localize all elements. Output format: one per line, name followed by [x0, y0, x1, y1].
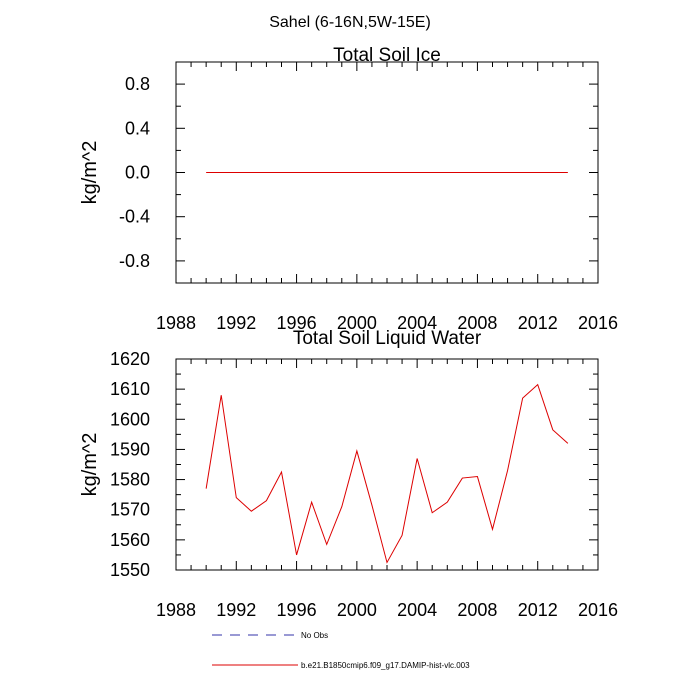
x-tick-label: 1988 — [156, 600, 196, 620]
x-tick-label: 2016 — [578, 313, 618, 333]
y-tick-label: -0.8 — [119, 251, 150, 271]
x-tick-label: 1992 — [216, 313, 256, 333]
y-tick-label: -0.4 — [119, 207, 150, 227]
x-tick-label: 2016 — [578, 600, 618, 620]
panel-ice: Total Soil Ice kg/m^2 1988 1992 1996 2000 2004… — [79, 45, 618, 333]
x-tick-label: 1992 — [216, 600, 256, 620]
y-tick-label: 1610 — [110, 379, 150, 399]
plot-frame-ice — [175, 61, 599, 284]
plots-group: Total Soil Ice kg/m^2 1988 1992 1996 2000 2004… — [79, 45, 618, 620]
x-tick-label: 1996 — [277, 313, 317, 333]
x-tick-label: 2008 — [457, 313, 497, 333]
y-tick-label: 1580 — [110, 470, 150, 490]
panel-liquid: Total Soil Liquid Water kg/m^2 1988 1992 199… — [79, 328, 618, 620]
x-tick-label: 2000 — [337, 313, 377, 333]
plot-frame-liquid — [175, 358, 599, 571]
figure-title: Sahel (6-16N,5W-15E) — [269, 14, 431, 31]
y-tick-label: 0.4 — [125, 118, 150, 138]
x-tick-label: 1988 — [156, 313, 196, 333]
y-axis-label-liquid: kg/m^2 — [79, 433, 101, 497]
y-tick-label: 1570 — [110, 500, 150, 520]
legend-label-2: b.e21.B1850cmip6.f09_g17.DAMIP-hist-vlc.… — [301, 661, 470, 670]
y-tick-label: 1590 — [110, 439, 150, 459]
legend: No Obs b.e21.B1850cmip6.f09_g17.DAMIP-his… — [212, 631, 470, 670]
y-tick-label: 0.8 — [125, 74, 150, 94]
y-tick-label: 1550 — [110, 560, 150, 580]
y-tick-label: 0.0 — [125, 163, 150, 183]
y-tick-label: 1560 — [110, 530, 150, 550]
y-tick-label: 1600 — [110, 409, 150, 429]
x-tick-label: 2004 — [397, 600, 437, 620]
x-tick-label: 1996 — [277, 600, 317, 620]
x-tick-label: 2004 — [397, 313, 437, 333]
x-tick-label: 2012 — [518, 600, 558, 620]
x-tick-label: 2000 — [337, 600, 377, 620]
panel-title-ice: Total Soil Ice — [333, 45, 441, 66]
y-axis-label-ice: kg/m^2 — [79, 141, 101, 205]
series-line-liquid — [205, 383, 569, 564]
y-tick-label: 1620 — [110, 349, 150, 369]
x-tick-label: 2008 — [457, 600, 497, 620]
x-tick-label: 2012 — [518, 313, 558, 333]
legend-label-1: No Obs — [301, 631, 328, 640]
panel-title-liquid: Total Soil Liquid Water — [293, 328, 482, 349]
